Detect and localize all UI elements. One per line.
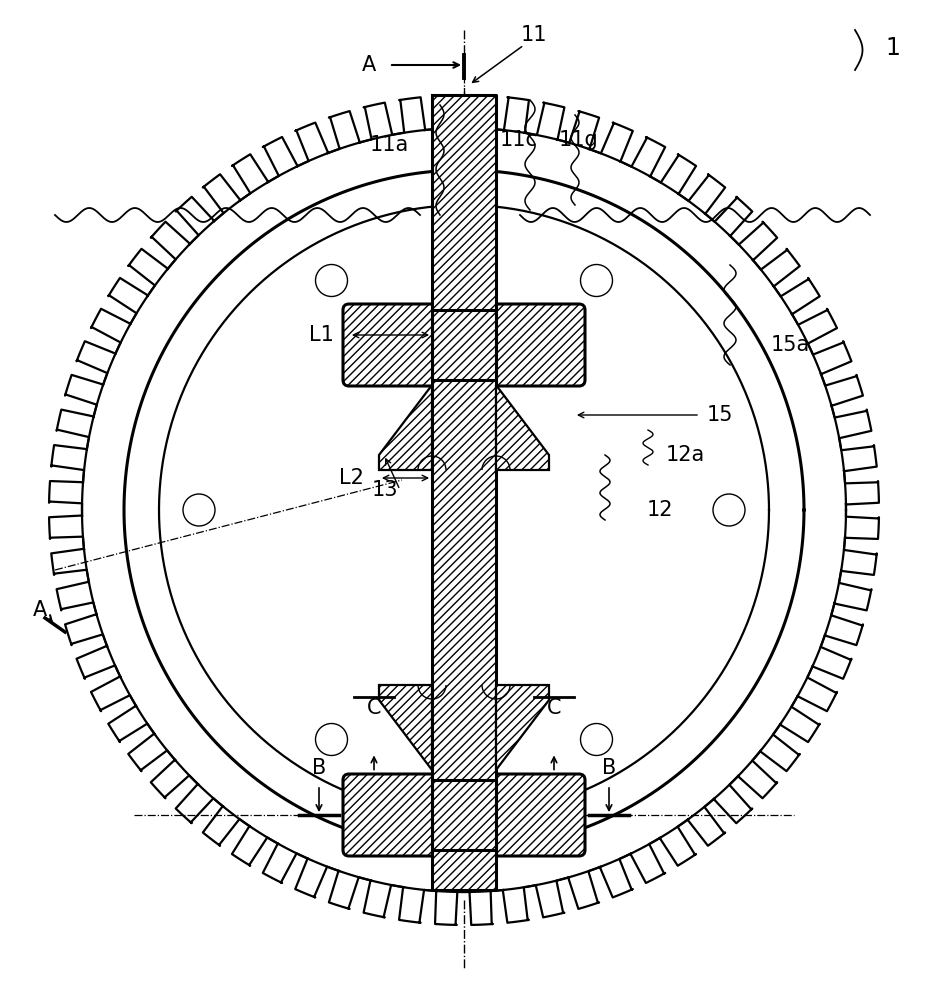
Text: C: C (367, 698, 380, 718)
Circle shape (316, 265, 347, 297)
Text: 11c: 11c (499, 130, 537, 150)
Text: 11g: 11g (559, 130, 599, 150)
Text: L2: L2 (338, 468, 363, 488)
Text: 12a: 12a (664, 445, 703, 465)
Polygon shape (496, 685, 548, 770)
Text: 13: 13 (371, 480, 398, 500)
Text: A: A (362, 55, 376, 75)
FancyBboxPatch shape (342, 304, 585, 386)
Text: 15: 15 (706, 405, 732, 425)
Text: B: B (312, 758, 326, 778)
Text: L1: L1 (308, 325, 333, 345)
Text: 12: 12 (646, 500, 673, 520)
Polygon shape (379, 385, 432, 470)
Text: A: A (32, 600, 47, 620)
Text: B: B (601, 758, 615, 778)
Text: 11: 11 (521, 25, 547, 45)
FancyBboxPatch shape (342, 774, 585, 856)
Text: 1: 1 (884, 36, 899, 60)
Text: 11a: 11a (369, 135, 408, 155)
Polygon shape (496, 385, 548, 470)
Circle shape (316, 723, 347, 755)
Polygon shape (379, 685, 432, 770)
Circle shape (712, 494, 744, 526)
Circle shape (183, 494, 214, 526)
Polygon shape (432, 95, 496, 890)
Text: C: C (547, 698, 561, 718)
Text: 15a: 15a (769, 335, 809, 355)
Circle shape (580, 265, 612, 297)
Circle shape (580, 723, 612, 755)
